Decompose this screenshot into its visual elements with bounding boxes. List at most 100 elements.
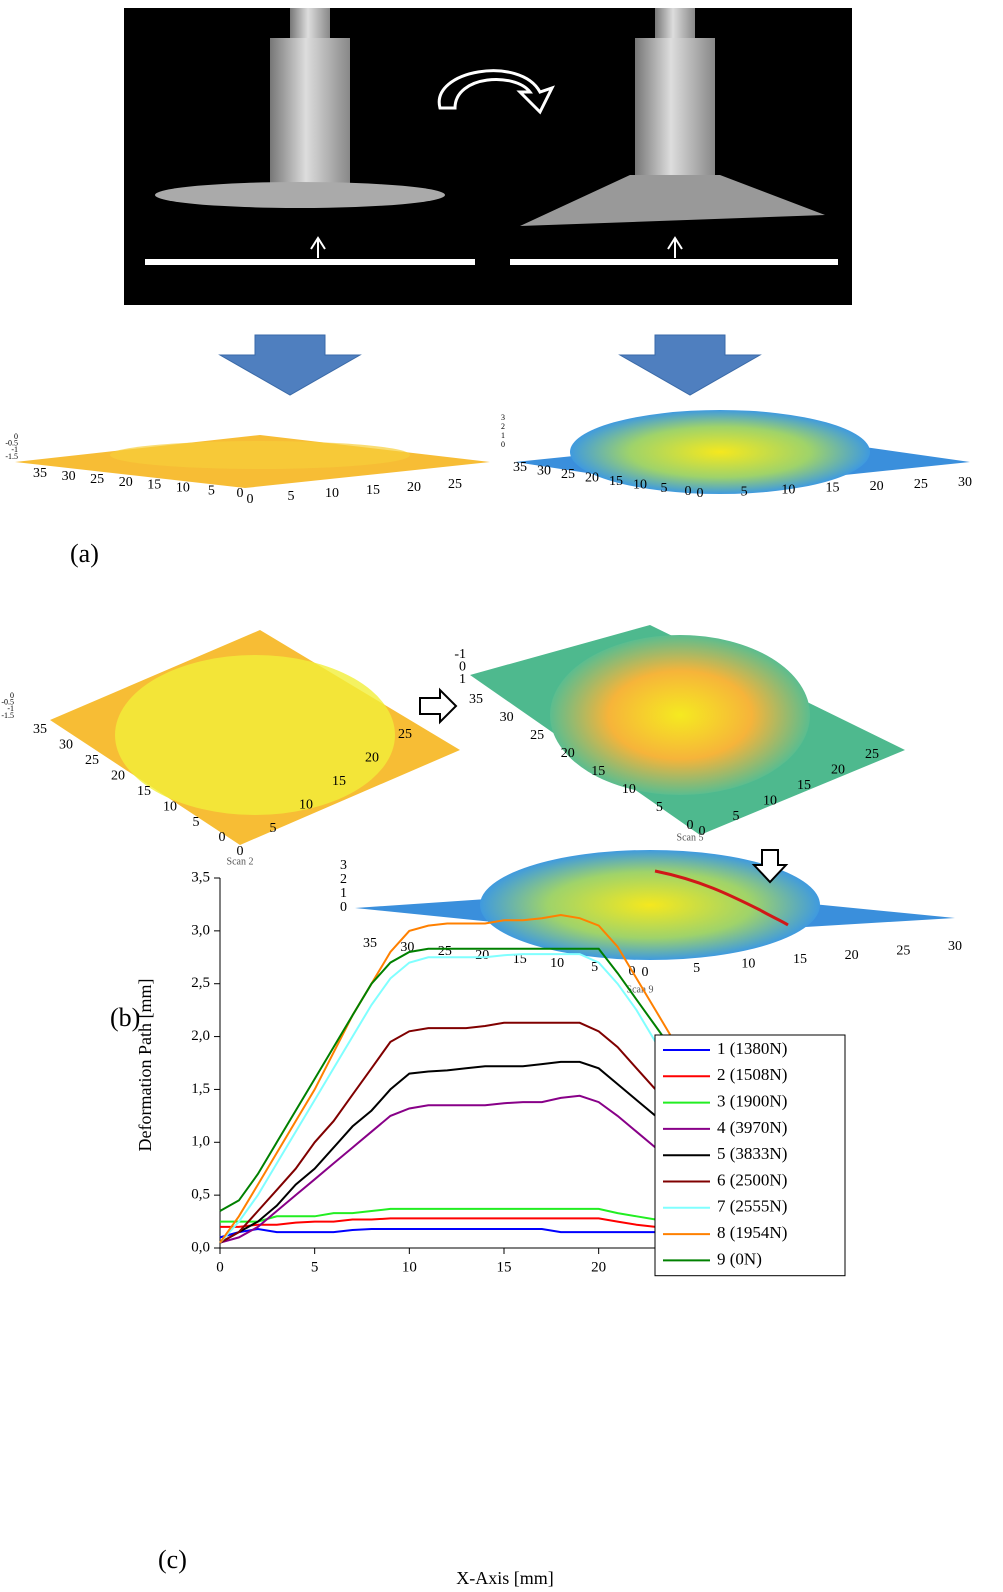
surface-tick-label: 15 [826,481,840,496]
surface-tick-label: 10 [550,956,564,971]
surface-tick-label: 20 [111,769,125,784]
surface-tick-label: 0 [247,492,254,507]
surface-tick-label: 10 [163,799,177,814]
surface-tick-label: 10 [763,793,777,808]
surface-tick-label: 25 [865,747,879,762]
x-tick-label: 5 [311,1259,319,1275]
surface-tick-label: 25 [530,728,544,743]
legend-label: 4 (3970N) [717,1118,787,1137]
surface-tick-label: 20 [561,746,575,761]
surface-tick-label: 20 [119,475,133,490]
surface-tick-label: 20 [585,471,599,486]
surface-tick-label: 10 [176,481,190,496]
surface-tick-label: 25 [448,477,462,492]
x-tick-label: 0 [216,1259,224,1275]
surface-tick-label: 35 [33,722,47,737]
surface-tick-label: 25 [561,467,575,482]
surface-caption: Scan 2 [227,856,254,867]
y-tick-label: 1,5 [191,1081,210,1097]
x-axis-label: X-Axis [mm] [456,1568,554,1588]
surface-tick-label: 0 [687,818,694,833]
surface-tick-label: 5 [733,809,740,824]
surface-tick-label: 10 [622,782,636,797]
figure: (a)(b)(c)0-0.5-1-1.535302520151050051015… [0,0,1003,1592]
y-tick-label: 0,0 [191,1239,210,1255]
surface-tick-label: 20 [870,479,884,494]
surface-tick-label: 15 [332,774,346,789]
surface-tick-label: 10 [633,477,647,492]
surface-tick-label: 10 [299,797,313,812]
legend-label: 9 (0N) [717,1249,762,1268]
surface-tick-label: 0 [697,486,704,501]
surface-caption: Scan 5 [677,832,704,843]
x-tick-label: 10 [402,1259,417,1275]
surface-tick-label: 30 [500,710,514,725]
surface-tick-label: 0 [340,900,347,915]
surface-a-right [515,410,970,494]
surface-tick-label: 1 [340,886,347,901]
legend-label: 7 (2555N) [717,1197,787,1216]
surface-tick-label: 5 [741,484,748,499]
surface-tick-label: 0 [237,486,244,501]
surface-tick-label: 1 [459,672,466,687]
surface-tick-label: 30 [537,464,551,479]
surface-tick-label: 15 [609,474,623,489]
x-tick-label: 15 [497,1259,512,1275]
surface-tick-label: 0 [501,440,505,449]
surface-tick-label: 30 [59,738,73,753]
panel-label: (a) [70,539,99,568]
surface-tick-label: 25 [914,477,928,492]
y-tick-label: 3,5 [191,869,210,885]
surface-tick-label: 20 [407,480,421,495]
surface-tick-label: 35 [469,692,483,707]
surface-tick-label: 15 [591,764,605,779]
surface-tick-label: 1 [501,431,505,440]
legend-label: 2 (1508N) [717,1065,787,1084]
x-tick-label: 20 [591,1259,606,1275]
surface-tick-label: 20 [365,751,379,766]
surface-tick-label: 5 [288,489,295,504]
legend-label: 8 (1954N) [717,1223,787,1242]
surface-tick-label: -1.5 [5,452,18,461]
y-tick-label: 2,5 [191,975,210,991]
surface-tick-label: 0 [642,965,649,980]
surface-tick-label: 3 [501,413,505,422]
y-axis-label: Deformation Path [mm] [135,979,155,1152]
surface-tick-label: 15 [137,784,151,799]
down-arrows [220,335,760,395]
y-tick-label: 3,0 [191,922,210,938]
surface-tick-label: 10 [741,957,755,972]
surface-tick-label: 3 [340,858,347,873]
surface-tick-label: 10 [325,486,339,501]
surface-tick-label: 5 [270,821,277,836]
surface-tick-label: 35 [33,466,47,481]
y-tick-label: 0,5 [191,1187,210,1203]
panel-label: (c) [158,1545,187,1574]
legend-label: 6 (2500N) [717,1170,787,1189]
surface-tick-label: 25 [398,727,412,742]
surface-tick-label: 20 [831,763,845,778]
surface-tick-label: 15 [793,952,807,967]
y-tick-label: 2,0 [191,1028,210,1044]
surface-tick-label: 30 [958,475,972,490]
surface-tick-label: 25 [90,472,104,487]
surface-tick-label: 2 [501,422,505,431]
surface-tick-label: 15 [797,778,811,793]
legend-label: 1 (1380N) [717,1039,787,1058]
surface-tick-label: 20 [845,948,859,963]
surface-tick-label: 25 [896,944,910,959]
y-tick-label: 1,0 [191,1134,210,1150]
surface-tick-label: 5 [661,481,668,496]
surface-tick-label: 5 [693,961,700,976]
surface-tick-label: 5 [656,800,663,815]
legend-label: 5 (3833N) [717,1144,787,1163]
surface-tick-label: 35 [363,936,377,951]
surface-tick-label: 30 [948,939,962,954]
surface-tick-label: 30 [62,469,76,484]
surface-tick-label: 2 [340,872,347,887]
surface-tick-label: 0 [685,484,692,499]
surface-tick-label: 15 [147,478,161,493]
surface-tick-label: 20 [475,948,489,963]
surface-tick-label: 0 [219,830,226,845]
surface-tick-label: -1.5 [1,711,14,720]
